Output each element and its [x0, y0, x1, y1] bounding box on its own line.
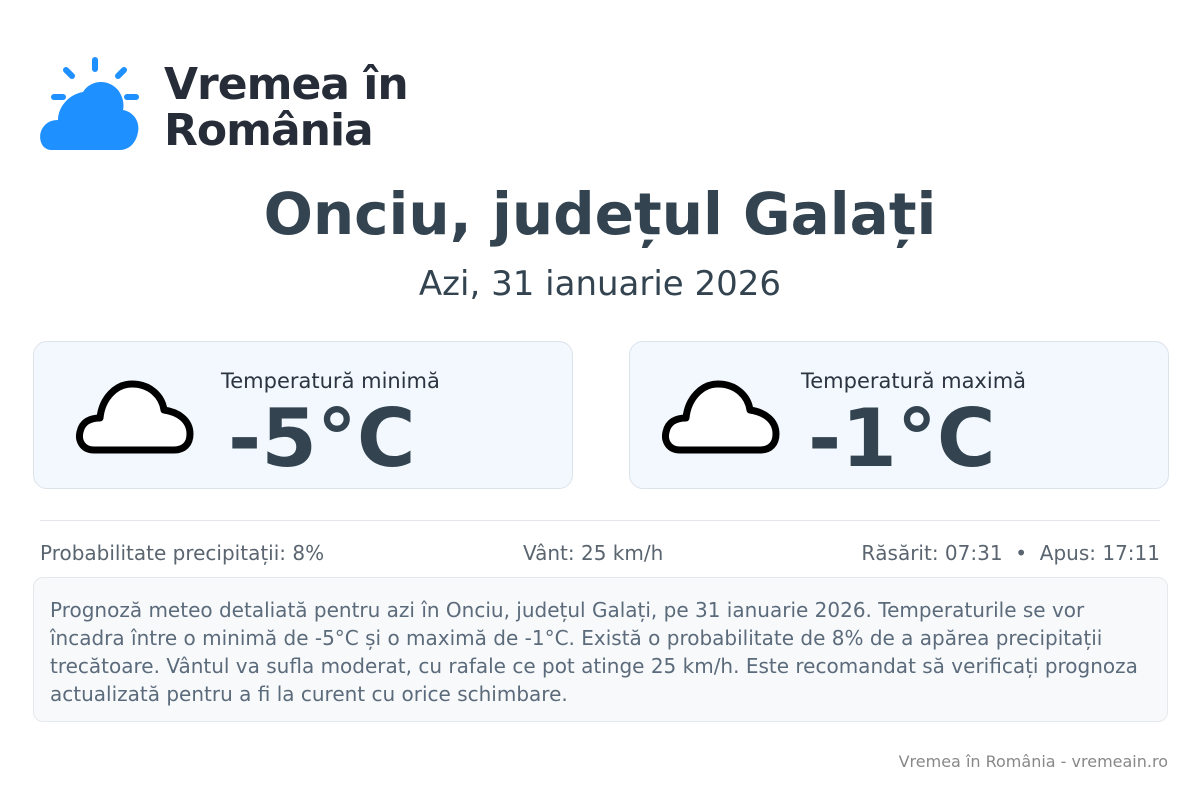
sun-cloud-logo-icon [40, 57, 139, 150]
cloud-icon [662, 380, 780, 454]
page-date: Azi, 31 ianuarie 2026 [418, 264, 782, 304]
footer-credit[interactable]: Vremea în România - vremeain.ro [898, 752, 1168, 771]
page-title: Onciu, județul Galați [263, 180, 937, 248]
site-logo[interactable]: Vremea în România [38, 56, 409, 154]
min-temp-card: Temperatură minimă -5°C [33, 341, 573, 489]
brand-line-2: România [164, 105, 374, 156]
wind-stat: Vânt: 25 km/h [523, 541, 664, 565]
divider [40, 520, 1160, 521]
brand-name: Vremea în România [164, 59, 409, 156]
min-temp-label: Temperatură minimă [221, 369, 440, 393]
cloud-icon [76, 380, 194, 454]
precipitation-stat: Probabilitate precipitații: 8% [40, 541, 325, 565]
min-temp-value: -5°C [228, 392, 416, 485]
brand-line-1: Vremea în [164, 59, 409, 110]
forecast-description: Prognoză meteo detaliată pentru azi în O… [33, 577, 1168, 722]
max-temp-card: Temperatură maximă -1°C [629, 341, 1169, 489]
max-temp-value: -1°C [808, 392, 996, 485]
max-temp-label: Temperatură maximă [801, 369, 1027, 393]
sun-times-stat: Răsărit: 07:31 • Apus: 17:11 [861, 541, 1160, 565]
